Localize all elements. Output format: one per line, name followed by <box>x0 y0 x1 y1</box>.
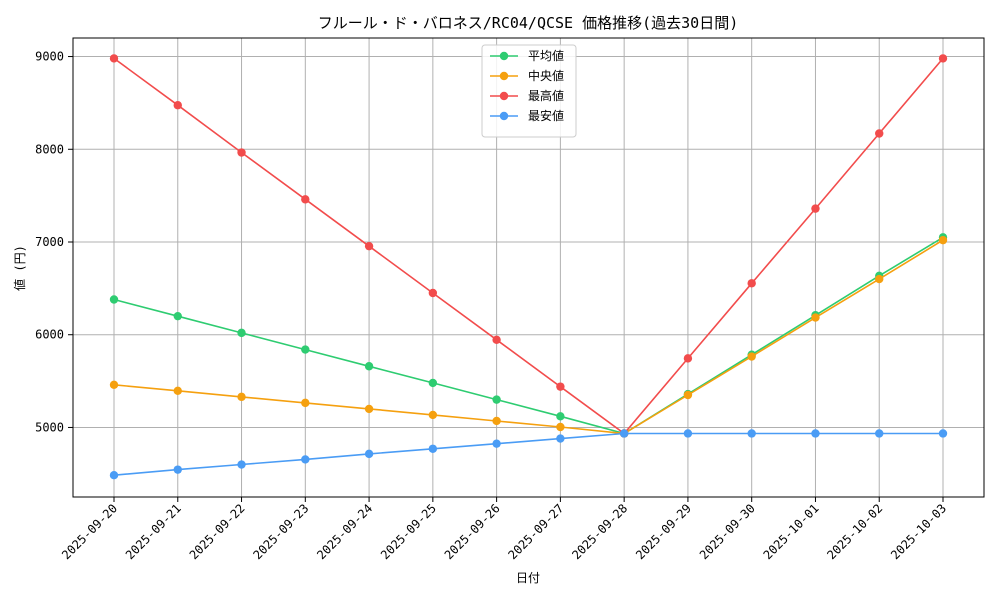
data-point <box>747 429 756 438</box>
x-tick-label: 2025-09-22 <box>187 501 248 562</box>
legend-swatch-marker <box>499 71 509 81</box>
x-tick-label: 2025-09-29 <box>633 501 694 562</box>
data-point <box>428 288 438 298</box>
data-point <box>747 352 756 361</box>
data-point <box>492 439 501 448</box>
data-point <box>428 410 438 420</box>
y-tick-label: 8000 <box>35 142 64 156</box>
data-point <box>173 311 182 321</box>
x-tick-label: 2025-09-25 <box>378 501 439 562</box>
series-line <box>113 236 944 435</box>
data-point <box>237 148 246 157</box>
legend-item: 最安値 <box>490 108 564 123</box>
legend-label: 平均値 <box>528 48 564 63</box>
chart-title: フルール・ド・バロネス/RC04/QCSE 価格推移(過去30日間) <box>318 14 738 32</box>
data-point <box>938 235 948 245</box>
data-point <box>301 455 310 464</box>
data-point <box>109 54 119 63</box>
data-point <box>492 395 501 404</box>
series-line <box>113 432 943 476</box>
data-point <box>237 392 246 402</box>
x-tick-label: 2025-10-03 <box>888 501 949 562</box>
series-0 <box>109 233 948 438</box>
data-point <box>428 378 438 388</box>
series-layer <box>109 54 948 480</box>
x-tick-label: 2025-09-26 <box>442 501 503 562</box>
x-tick-label: 2025-09-30 <box>697 501 758 562</box>
data-point <box>875 429 884 438</box>
series-1 <box>109 235 948 438</box>
plot-frame <box>72 37 985 498</box>
data-point <box>428 444 438 453</box>
data-point <box>173 101 182 110</box>
data-point <box>811 204 820 213</box>
data-point <box>301 195 310 204</box>
data-point <box>109 295 119 304</box>
data-point <box>938 429 948 438</box>
data-point <box>173 386 182 396</box>
y-tick-label: 5000 <box>35 420 64 434</box>
grid-layer <box>73 38 984 497</box>
data-point <box>364 449 374 459</box>
data-point <box>237 328 246 338</box>
x-tick-label: 2025-10-01 <box>761 501 822 562</box>
x-tick-label: 2025-09-21 <box>123 501 184 562</box>
y-axis-label: 値 (円) <box>12 245 27 291</box>
data-point <box>747 279 756 288</box>
data-point <box>556 412 565 421</box>
data-point <box>556 382 565 391</box>
legend-label: 最高値 <box>528 88 564 103</box>
x-tick-label: 2025-10-02 <box>824 501 885 562</box>
series-line <box>113 239 944 435</box>
data-point <box>109 380 119 389</box>
data-point <box>556 434 565 443</box>
data-point <box>683 390 693 400</box>
x-tick-label: 2025-09-28 <box>569 501 630 562</box>
legend-item: 最高値 <box>490 88 564 103</box>
x-tick-label: 2025-09-23 <box>250 501 311 562</box>
legend-label: 中央値 <box>528 68 564 83</box>
legend-swatch-marker <box>499 91 509 101</box>
data-point <box>173 465 182 474</box>
legend-label: 最安値 <box>528 108 564 123</box>
series-line <box>113 57 944 435</box>
data-point <box>492 416 501 426</box>
y-tick-label: 7000 <box>35 235 64 249</box>
data-point <box>875 274 884 284</box>
data-point <box>364 404 374 414</box>
legend-swatch-marker <box>499 111 509 121</box>
data-point <box>619 429 629 438</box>
data-point <box>301 398 310 408</box>
data-point <box>938 54 948 63</box>
data-point <box>683 354 693 363</box>
data-point <box>683 429 693 438</box>
x-tick-label: 2025-09-20 <box>59 501 120 562</box>
legend-swatch-marker <box>499 51 509 61</box>
x-tick-label: 2025-09-27 <box>506 501 567 562</box>
data-point <box>109 471 119 480</box>
legend-item: 平均値 <box>490 48 564 63</box>
data-point <box>364 241 374 251</box>
data-point <box>556 422 565 432</box>
data-point <box>301 345 310 354</box>
data-point <box>811 313 820 322</box>
data-point <box>875 129 884 138</box>
legend-item: 中央値 <box>490 68 564 83</box>
data-point <box>364 362 374 371</box>
data-point <box>237 460 246 469</box>
x-axis-label: 日付 <box>516 571 540 585</box>
series-3 <box>109 429 948 480</box>
data-point <box>492 335 501 345</box>
data-point <box>811 429 820 438</box>
x-tick-label: 2025-09-24 <box>314 501 375 562</box>
y-tick-label: 9000 <box>35 50 64 64</box>
y-tick-label: 6000 <box>35 328 64 342</box>
